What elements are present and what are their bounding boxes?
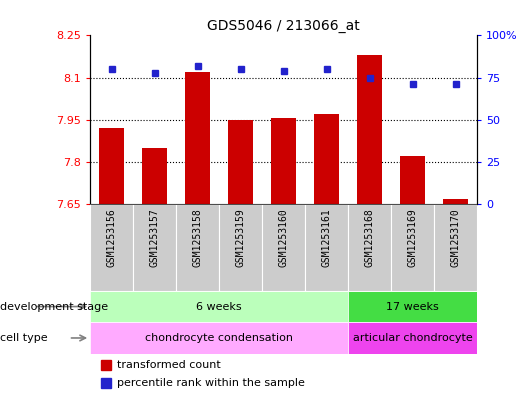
Bar bbox=[133, 204, 176, 291]
Bar bbox=[314, 114, 339, 204]
Text: development stage: development stage bbox=[0, 301, 108, 312]
Bar bbox=[228, 120, 253, 204]
Text: GSM1253161: GSM1253161 bbox=[322, 209, 332, 267]
Bar bbox=[400, 156, 426, 204]
Bar bbox=[391, 204, 434, 291]
Bar bbox=[434, 204, 477, 291]
Bar bbox=[176, 204, 219, 291]
Text: GSM1253159: GSM1253159 bbox=[235, 209, 245, 267]
Bar bbox=[443, 199, 469, 204]
Bar bbox=[184, 72, 210, 204]
Bar bbox=[219, 204, 262, 291]
Bar bbox=[348, 322, 477, 354]
Text: GSM1253158: GSM1253158 bbox=[192, 209, 202, 267]
Text: percentile rank within the sample: percentile rank within the sample bbox=[117, 378, 305, 388]
Bar bbox=[90, 322, 348, 354]
Bar bbox=[271, 118, 296, 204]
Bar bbox=[262, 204, 305, 291]
Text: GSM1253170: GSM1253170 bbox=[450, 209, 461, 267]
Text: 17 weeks: 17 weeks bbox=[386, 301, 439, 312]
Bar bbox=[348, 291, 477, 322]
Bar bbox=[90, 291, 348, 322]
Bar bbox=[348, 204, 391, 291]
Text: GSM1253169: GSM1253169 bbox=[408, 209, 418, 267]
Bar bbox=[305, 204, 348, 291]
Text: GSM1253156: GSM1253156 bbox=[107, 209, 117, 267]
Text: articular chondrocyte: articular chondrocyte bbox=[352, 333, 472, 343]
Bar bbox=[99, 128, 125, 204]
Bar bbox=[142, 148, 167, 204]
Text: GSM1253157: GSM1253157 bbox=[149, 209, 160, 267]
Title: GDS5046 / 213066_at: GDS5046 / 213066_at bbox=[207, 19, 360, 33]
Text: GSM1253168: GSM1253168 bbox=[365, 209, 375, 267]
Text: cell type: cell type bbox=[0, 333, 48, 343]
Text: chondrocyte condensation: chondrocyte condensation bbox=[145, 333, 293, 343]
Text: transformed count: transformed count bbox=[117, 360, 221, 371]
Text: 6 weeks: 6 weeks bbox=[196, 301, 242, 312]
Bar bbox=[357, 55, 383, 204]
Bar bbox=[90, 204, 133, 291]
Text: GSM1253160: GSM1253160 bbox=[279, 209, 288, 267]
